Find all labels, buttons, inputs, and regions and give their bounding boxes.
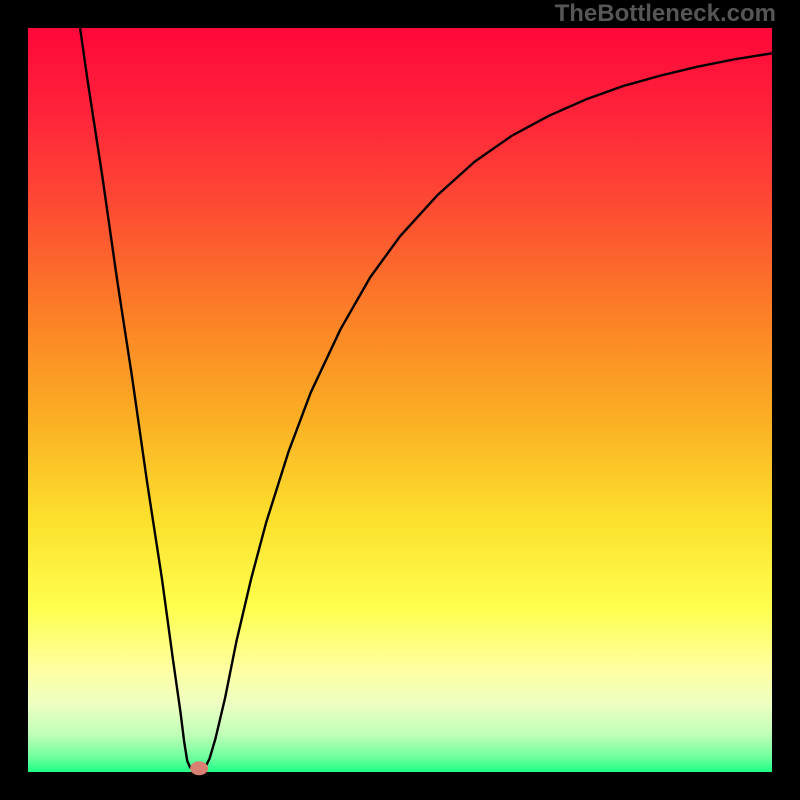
chart-frame: TheBottleneck.com (0, 0, 800, 800)
minimum-marker (190, 761, 208, 775)
watermark-text: TheBottleneck.com (555, 0, 776, 28)
bottleneck-curve (28, 28, 772, 772)
